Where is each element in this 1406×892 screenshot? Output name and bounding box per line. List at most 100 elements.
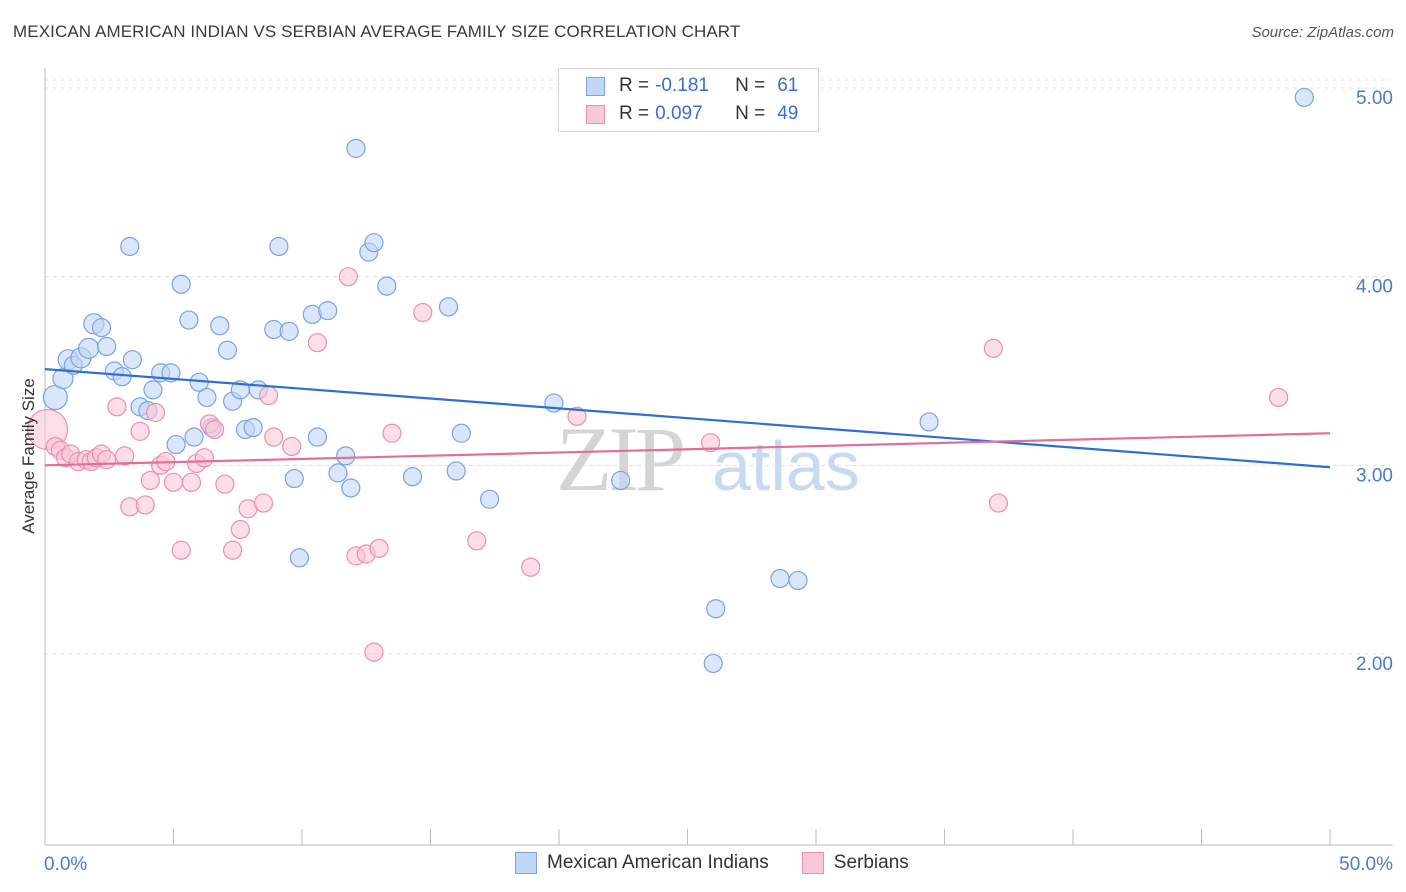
point-mexican-american-indian <box>318 301 338 321</box>
point-serbian <box>467 531 487 551</box>
point-mexican-american-indian <box>279 321 299 341</box>
legend-item-serbians[interactable]: Serbians <box>801 852 909 874</box>
y-axis-label: Average Family Size <box>19 378 38 534</box>
legend-row-pink: R = 0.097 N = 49 <box>586 102 798 126</box>
point-serbian <box>230 519 250 540</box>
x-tick-label: 0.0% <box>44 854 87 875</box>
point-mexican-american-indian <box>611 470 631 491</box>
point-mexican-american-indian <box>122 350 142 370</box>
point-mexican-american-indian <box>166 434 186 455</box>
point-serbian <box>521 557 541 577</box>
point-mexican-american-indian <box>120 236 140 257</box>
y-tick-label: 3.00 <box>1356 465 1393 486</box>
y-tick-label: 4.00 <box>1356 277 1393 298</box>
legend-swatch-pink <box>801 852 824 874</box>
point-serbian <box>364 642 384 662</box>
point-serbian <box>145 402 166 423</box>
y-tick-label: 2.00 <box>1356 654 1393 675</box>
point-mexican-american-indian <box>184 427 204 447</box>
point-serbian <box>307 333 328 353</box>
stats-legend: R = -0.181 N = 61 R = 0.097 N = 49 <box>558 68 819 132</box>
point-mexican-american-indian <box>451 423 471 443</box>
legend-n-value-pink: 49 <box>777 103 799 124</box>
point-serbian <box>253 493 274 513</box>
point-serbian <box>215 474 235 494</box>
point-mexican-american-indian <box>328 463 348 483</box>
point-serbian <box>181 472 202 492</box>
point-serbian <box>107 397 127 417</box>
point-serbian <box>163 472 184 492</box>
source-label: Source: ZipAtlas.com <box>1251 24 1394 41</box>
point-mexican-american-indian <box>289 548 310 568</box>
point-serbian <box>205 419 225 440</box>
point-mexican-american-indian <box>1294 87 1314 108</box>
point-serbian <box>97 450 117 470</box>
legend-n-label: N = <box>735 75 766 96</box>
point-mexican-american-indian <box>171 274 191 294</box>
point-serbian <box>338 267 358 287</box>
point-mexican-american-indian <box>143 380 163 400</box>
gridlines <box>45 79 1390 655</box>
point-mexican-american-indian <box>269 236 289 257</box>
axes <box>44 68 1393 846</box>
legend-swatch-pink <box>586 104 605 124</box>
point-mexican-american-indian <box>480 489 500 509</box>
point-mexican-american-indian <box>703 653 723 674</box>
series-mexican-american-indians <box>42 87 1314 674</box>
point-mexican-american-indian <box>438 297 459 317</box>
point-serbian <box>258 385 279 406</box>
point-serbian <box>194 448 214 468</box>
legend-r-label: R = <box>619 75 650 96</box>
series-serbians <box>26 267 1289 662</box>
legend-n-label: N = <box>735 103 766 124</box>
legend-swatch-blue <box>515 852 537 874</box>
point-mexican-american-indian <box>78 337 100 359</box>
point-serbian <box>130 421 150 441</box>
legend-item-mexican-american-indians[interactable]: Mexican American Indians <box>515 852 769 874</box>
chart-title: MEXICAN AMERICAN INDIAN VS SERBIAN AVERA… <box>13 22 741 41</box>
point-mexican-american-indian <box>341 478 361 498</box>
watermark: ZIP atlas <box>556 408 860 510</box>
trend-line-blue <box>44 368 1331 469</box>
point-mexican-american-indian <box>307 427 328 447</box>
legend-label-pink: Serbians <box>833 852 909 873</box>
point-mexican-american-indian <box>243 418 263 438</box>
watermark-atlas: atlas <box>712 427 860 505</box>
trend-line-pink <box>44 432 1331 467</box>
point-serbian <box>135 495 155 515</box>
legend-n-value-blue: 61 <box>777 75 799 96</box>
point-mexican-american-indian <box>402 467 423 487</box>
legend-r-value-blue: -0.181 <box>655 75 709 96</box>
point-serbian <box>983 338 1003 358</box>
point-mexican-american-indian <box>179 310 199 330</box>
point-mexican-american-indian <box>197 387 217 408</box>
point-mexican-american-indian <box>346 138 366 158</box>
point-serbian <box>988 493 1009 513</box>
point-serbian <box>223 540 243 560</box>
point-mexican-american-indian <box>446 461 466 481</box>
point-mexican-american-indian <box>364 233 384 253</box>
point-mexican-american-indian <box>217 340 238 360</box>
point-mexican-american-indian <box>91 318 112 338</box>
point-serbian <box>382 423 402 443</box>
point-serbian <box>115 446 135 466</box>
legend-r-label: R = <box>619 103 650 124</box>
legend-label-blue: Mexican American Indians <box>547 852 769 873</box>
point-serbian <box>701 433 721 453</box>
point-serbian <box>171 540 191 560</box>
point-mexican-american-indian <box>377 276 397 296</box>
legend-swatch-blue <box>586 76 605 96</box>
point-serbian <box>1268 387 1289 408</box>
legend-r-value-pink: 0.097 <box>655 103 703 124</box>
point-mexican-american-indian <box>336 446 356 466</box>
point-mexican-american-indian <box>788 570 808 591</box>
point-serbian <box>369 538 389 558</box>
point-mexican-american-indian <box>770 568 790 589</box>
point-mexican-american-indian <box>284 468 304 489</box>
point-serbian <box>413 302 433 323</box>
point-mexican-american-indian <box>919 412 939 432</box>
y-tick-label: 5.00 <box>1356 88 1393 109</box>
x-tick-label: 50.0% <box>1339 854 1393 875</box>
point-serbian <box>264 427 284 447</box>
